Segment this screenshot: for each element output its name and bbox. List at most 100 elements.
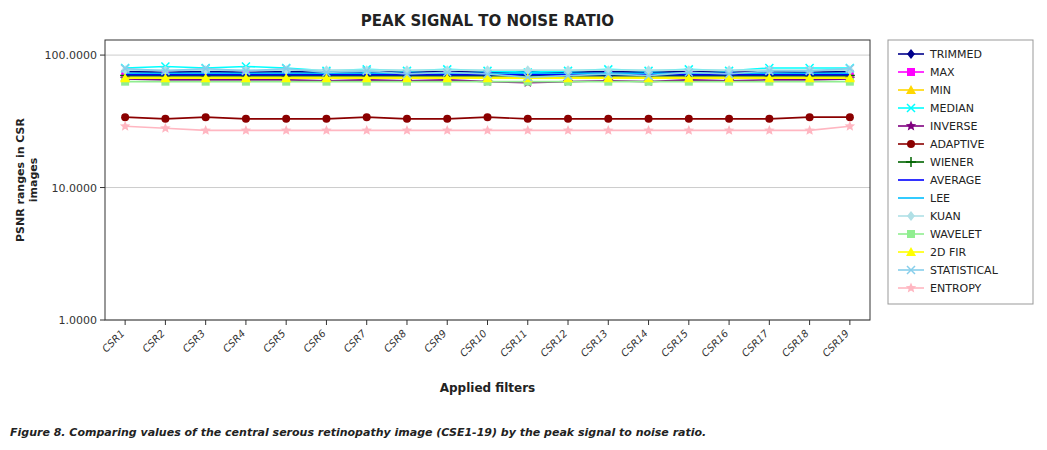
series-marker: [403, 115, 411, 123]
x-tick: [366, 320, 367, 325]
legend-label: 2D FIR: [930, 246, 967, 259]
series-marker: [645, 72, 653, 80]
x-tick-label: CSR19: [820, 328, 851, 359]
background: [0, 0, 1047, 450]
legend-label: KUAN: [930, 210, 961, 223]
series-marker: [645, 115, 653, 123]
legend-marker: [907, 104, 915, 112]
x-tick: [809, 320, 810, 325]
grid-line: [105, 55, 870, 56]
x-tick: [326, 320, 327, 325]
series-marker: [482, 125, 492, 135]
x-tick-label: CSR2: [140, 328, 167, 355]
x-tick-label: CSR13: [578, 328, 609, 359]
x-tick: [849, 320, 850, 325]
series-marker: [403, 70, 411, 78]
x-tick: [688, 320, 689, 325]
y-axis-label-line: images: [27, 157, 40, 202]
x-tick-label: CSR8: [382, 328, 409, 355]
series-marker: [806, 113, 814, 121]
x-axis-label: Applied filters: [440, 381, 536, 395]
legend: TRIMMEDMAXMINMEDIANINVERSEADAPTIVEWIENER…: [888, 40, 1033, 304]
series-marker: [685, 115, 693, 123]
legend-label: WIENER: [930, 156, 974, 169]
x-tick-label: CSR10: [458, 328, 489, 359]
legend-label: AVERAGE: [930, 174, 981, 187]
x-tick: [568, 320, 569, 325]
x-tick-label: CSR7: [341, 327, 368, 354]
series-marker: [361, 125, 371, 135]
series-marker: [725, 70, 733, 78]
x-tick-label: CSR17: [740, 327, 772, 359]
x-tick-label: CSR18: [780, 328, 811, 359]
series-marker: [806, 67, 814, 75]
legend-label: ENTROPY: [930, 282, 982, 295]
series-marker: [402, 125, 412, 135]
y-tick: [100, 55, 105, 56]
series-marker: [604, 70, 612, 78]
series-marker: [321, 125, 331, 135]
x-tick-label: CSR4: [221, 328, 248, 355]
legend-marker: [907, 266, 915, 274]
legend-marker: [907, 68, 915, 76]
series-marker: [241, 125, 251, 135]
x-tick-label: CSR12: [538, 328, 569, 359]
legend-label: MAX: [930, 66, 955, 79]
y-axis-label-line: PSNR ranges in CSR: [14, 117, 27, 242]
series-marker: [765, 115, 773, 123]
x-tick: [769, 320, 770, 325]
series-line: [125, 69, 850, 78]
series-marker: [443, 68, 451, 76]
series-marker: [202, 113, 210, 121]
x-tick: [729, 320, 730, 325]
x-tick-label: CSR1: [100, 328, 127, 355]
series-marker: [322, 68, 330, 76]
series-marker: [202, 65, 210, 73]
legend-label: STATISTICAL: [930, 264, 999, 277]
series-marker: [484, 113, 492, 121]
series-marker: [604, 115, 612, 123]
x-tick: [527, 320, 528, 325]
legend-label: MEDIAN: [930, 102, 974, 115]
series: [120, 121, 855, 135]
title: PEAK SIGNAL TO NOISE RATIO: [361, 12, 614, 30]
legend-marker: [907, 230, 915, 238]
plot-area: [120, 63, 855, 135]
x-tick: [648, 320, 649, 325]
series-marker: [161, 67, 169, 75]
series: [121, 113, 854, 123]
series-marker: [563, 73, 573, 82]
x-tick-label: CSR6: [301, 328, 328, 355]
series-marker: [322, 115, 330, 123]
y-axis-label: PSNR ranges in CSRimages: [14, 117, 40, 242]
series-marker: [363, 67, 371, 75]
series-marker: [120, 121, 130, 131]
y-tick-label: 1.0000: [59, 314, 98, 327]
legend-label: TRIMMED: [929, 48, 982, 61]
series: [121, 65, 854, 82]
series-marker: [484, 70, 492, 78]
series-marker: [200, 125, 210, 135]
x-tick: [125, 320, 126, 325]
legend-marker: [907, 211, 915, 221]
series-marker: [443, 115, 451, 123]
series-marker: [242, 115, 250, 123]
series-marker: [523, 125, 533, 135]
series-marker: [524, 73, 532, 81]
legend-marker: [907, 49, 915, 59]
series-marker: [765, 67, 773, 75]
y-tick: [100, 320, 105, 321]
x-tick: [165, 320, 166, 325]
series-marker: [603, 125, 613, 135]
legend-box: [888, 40, 1033, 304]
series-marker: [564, 72, 572, 80]
plot-frame: [105, 40, 870, 320]
legend-label: MIN: [930, 84, 951, 97]
caption: Figure 8. Comparing values of the centra…: [10, 426, 706, 439]
x-tick-label: CSR9: [422, 328, 449, 355]
series-marker: [281, 73, 291, 82]
legend-marker: [906, 157, 916, 167]
y-tick-label: 10.0000: [52, 182, 98, 195]
x-tick: [608, 320, 609, 325]
series-marker: [242, 67, 250, 75]
